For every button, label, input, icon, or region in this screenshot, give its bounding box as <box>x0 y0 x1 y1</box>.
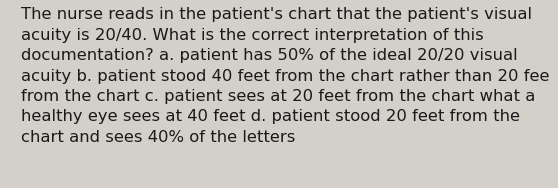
Text: The nurse reads in the patient's chart that the patient's visual
acuity is 20/40: The nurse reads in the patient's chart t… <box>21 7 550 145</box>
